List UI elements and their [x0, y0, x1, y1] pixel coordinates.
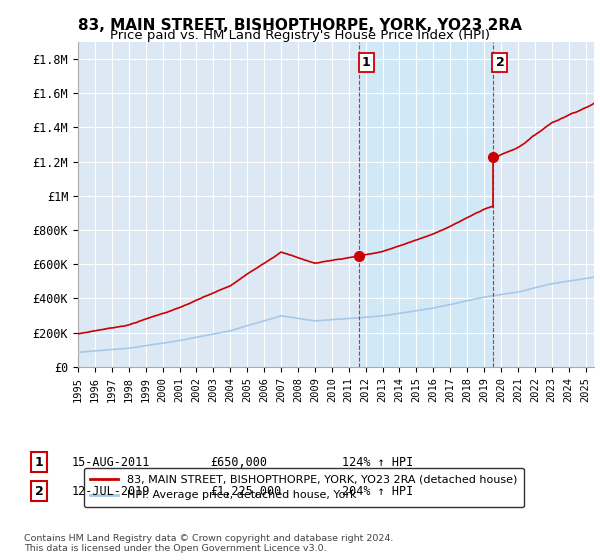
Text: 204% ↑ HPI: 204% ↑ HPI: [342, 484, 413, 498]
Bar: [359, 42, 493, 367]
Legend: 83, MAIN STREET, BISHOPTHORPE, YORK, YO23 2RA (detached house), HPI: Average pri: 83, MAIN STREET, BISHOPTHORPE, YORK, YO2…: [83, 468, 524, 507]
Text: 1: 1: [35, 455, 43, 469]
Text: £650,000: £650,000: [210, 455, 267, 469]
Text: 2: 2: [35, 484, 43, 498]
Text: 124% ↑ HPI: 124% ↑ HPI: [342, 455, 413, 469]
Text: 83, MAIN STREET, BISHOPTHORPE, YORK, YO23 2RA: 83, MAIN STREET, BISHOPTHORPE, YORK, YO2…: [78, 18, 522, 33]
Text: Price paid vs. HM Land Registry's House Price Index (HPI): Price paid vs. HM Land Registry's House …: [110, 29, 490, 42]
Text: £1,225,000: £1,225,000: [210, 484, 281, 498]
Text: 12-JUL-2019: 12-JUL-2019: [72, 484, 151, 498]
Text: 15-AUG-2011: 15-AUG-2011: [72, 455, 151, 469]
Text: 1: 1: [362, 55, 370, 69]
Text: 2: 2: [496, 55, 504, 69]
Text: Contains HM Land Registry data © Crown copyright and database right 2024.
This d: Contains HM Land Registry data © Crown c…: [24, 534, 394, 553]
